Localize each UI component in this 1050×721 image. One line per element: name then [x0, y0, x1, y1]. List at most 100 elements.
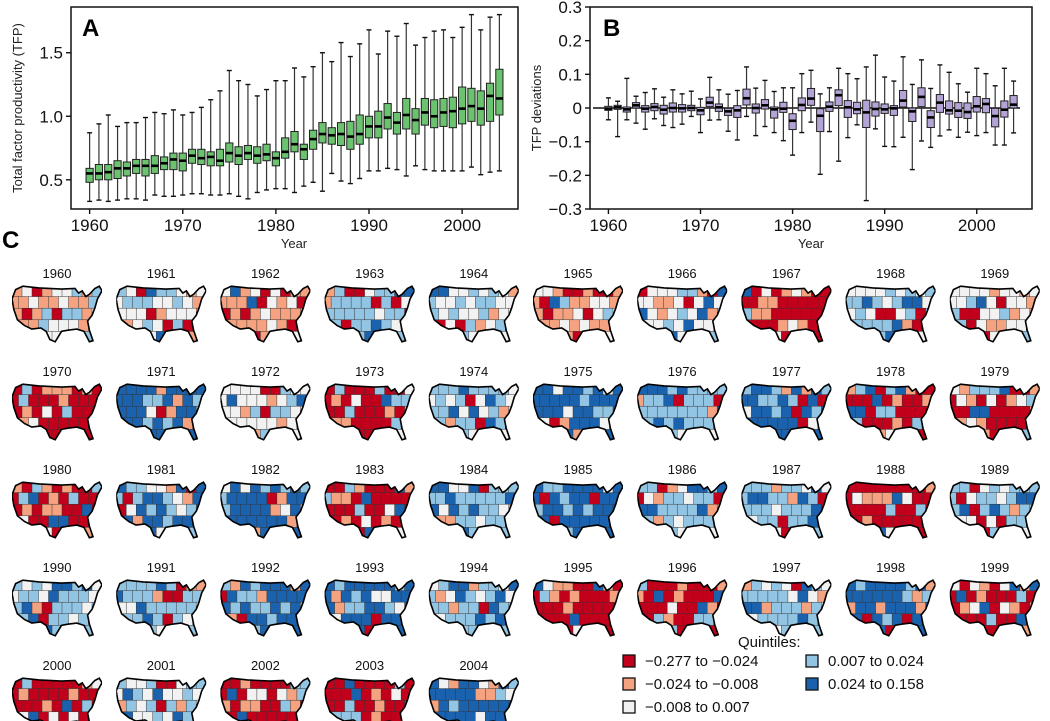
state-region — [270, 601, 281, 615]
state-region — [485, 590, 496, 603]
state-tiles — [741, 580, 832, 636]
box-iqr — [926, 110, 935, 129]
map-year-label: 1962 — [251, 266, 280, 281]
state-region — [465, 296, 476, 309]
us-map — [220, 481, 311, 539]
state-region — [895, 331, 907, 342]
state-region — [488, 699, 500, 713]
state-region — [781, 307, 792, 321]
state-region — [172, 492, 184, 505]
box-1978 — [253, 95, 262, 194]
state-region — [801, 429, 812, 440]
state-region — [696, 625, 708, 636]
state-region — [552, 429, 564, 440]
state-region — [686, 429, 698, 440]
state-region — [979, 286, 991, 298]
state-region — [777, 613, 789, 626]
state-region — [959, 331, 971, 342]
box-1964 — [641, 91, 650, 130]
box-1963 — [113, 125, 122, 201]
state-region — [646, 331, 658, 342]
state-region — [1009, 503, 1021, 517]
map-year-label: 1961 — [147, 266, 176, 281]
state-region — [28, 492, 39, 505]
state-region — [300, 625, 311, 636]
state-region — [230, 405, 241, 419]
state-region — [125, 429, 137, 440]
state-region — [135, 527, 147, 538]
state-region — [999, 384, 1011, 396]
x-tick-label: 1990 — [866, 216, 904, 235]
state-region — [404, 527, 415, 538]
state-region — [572, 482, 584, 494]
state-region — [340, 296, 352, 309]
state-region — [747, 296, 759, 309]
box-iqr — [981, 98, 991, 114]
map-1970: 1970 — [12, 364, 102, 441]
state-region — [334, 601, 346, 615]
box-1982 — [806, 69, 816, 123]
state-region — [885, 601, 897, 615]
state-region — [71, 699, 83, 713]
state-region — [996, 492, 1007, 505]
state-region — [155, 699, 167, 713]
state-region — [562, 307, 574, 321]
us-map — [220, 677, 311, 721]
state-region — [686, 384, 698, 396]
state-region — [142, 492, 154, 505]
us-map — [949, 579, 1040, 637]
state-region — [172, 711, 184, 721]
state-region — [478, 678, 490, 690]
state-region — [637, 527, 648, 538]
state-region — [438, 307, 450, 321]
state-region — [58, 394, 69, 407]
state-region — [135, 331, 147, 342]
state-region — [438, 625, 450, 636]
us-map — [637, 285, 728, 343]
state-region — [966, 613, 977, 626]
state-region — [324, 331, 336, 342]
state-region — [562, 601, 574, 615]
state-region — [71, 405, 83, 419]
state-region — [1009, 625, 1021, 636]
state-region — [488, 307, 500, 321]
state-region — [58, 711, 69, 721]
state-region — [855, 331, 867, 342]
state-region — [152, 711, 164, 721]
map-year-label: 2003 — [355, 658, 384, 673]
state-region — [871, 590, 883, 603]
state-region — [891, 492, 903, 505]
state-region — [155, 405, 167, 419]
state-region — [646, 601, 658, 615]
state-region — [230, 307, 241, 321]
state-region — [791, 482, 802, 494]
state-tiles — [949, 384, 1040, 440]
us-map — [533, 285, 623, 343]
box-iqr — [963, 102, 972, 119]
box-1986 — [327, 60, 336, 175]
state-region — [703, 394, 715, 407]
y-tick-label: −0.1 — [548, 133, 582, 152]
y-tick-label: 0.2 — [558, 32, 582, 51]
box-1967 — [150, 111, 159, 196]
state-region — [579, 590, 590, 603]
state-region — [58, 688, 69, 701]
state-region — [612, 527, 623, 538]
state-region — [12, 417, 19, 430]
state-region — [468, 601, 480, 615]
us-map — [845, 481, 936, 539]
state-region — [949, 417, 957, 430]
state-tiles — [220, 580, 311, 636]
state-region — [165, 503, 177, 517]
state-region — [885, 307, 897, 321]
state-region — [155, 482, 167, 494]
state-region — [791, 331, 802, 342]
box-iqr — [806, 87, 816, 106]
state-region — [569, 417, 580, 430]
state-region — [549, 417, 560, 430]
box-1966 — [141, 116, 150, 201]
state-region — [508, 527, 519, 538]
state-region — [696, 429, 708, 440]
map-year-label: 2004 — [459, 658, 488, 673]
state-region — [438, 429, 450, 440]
